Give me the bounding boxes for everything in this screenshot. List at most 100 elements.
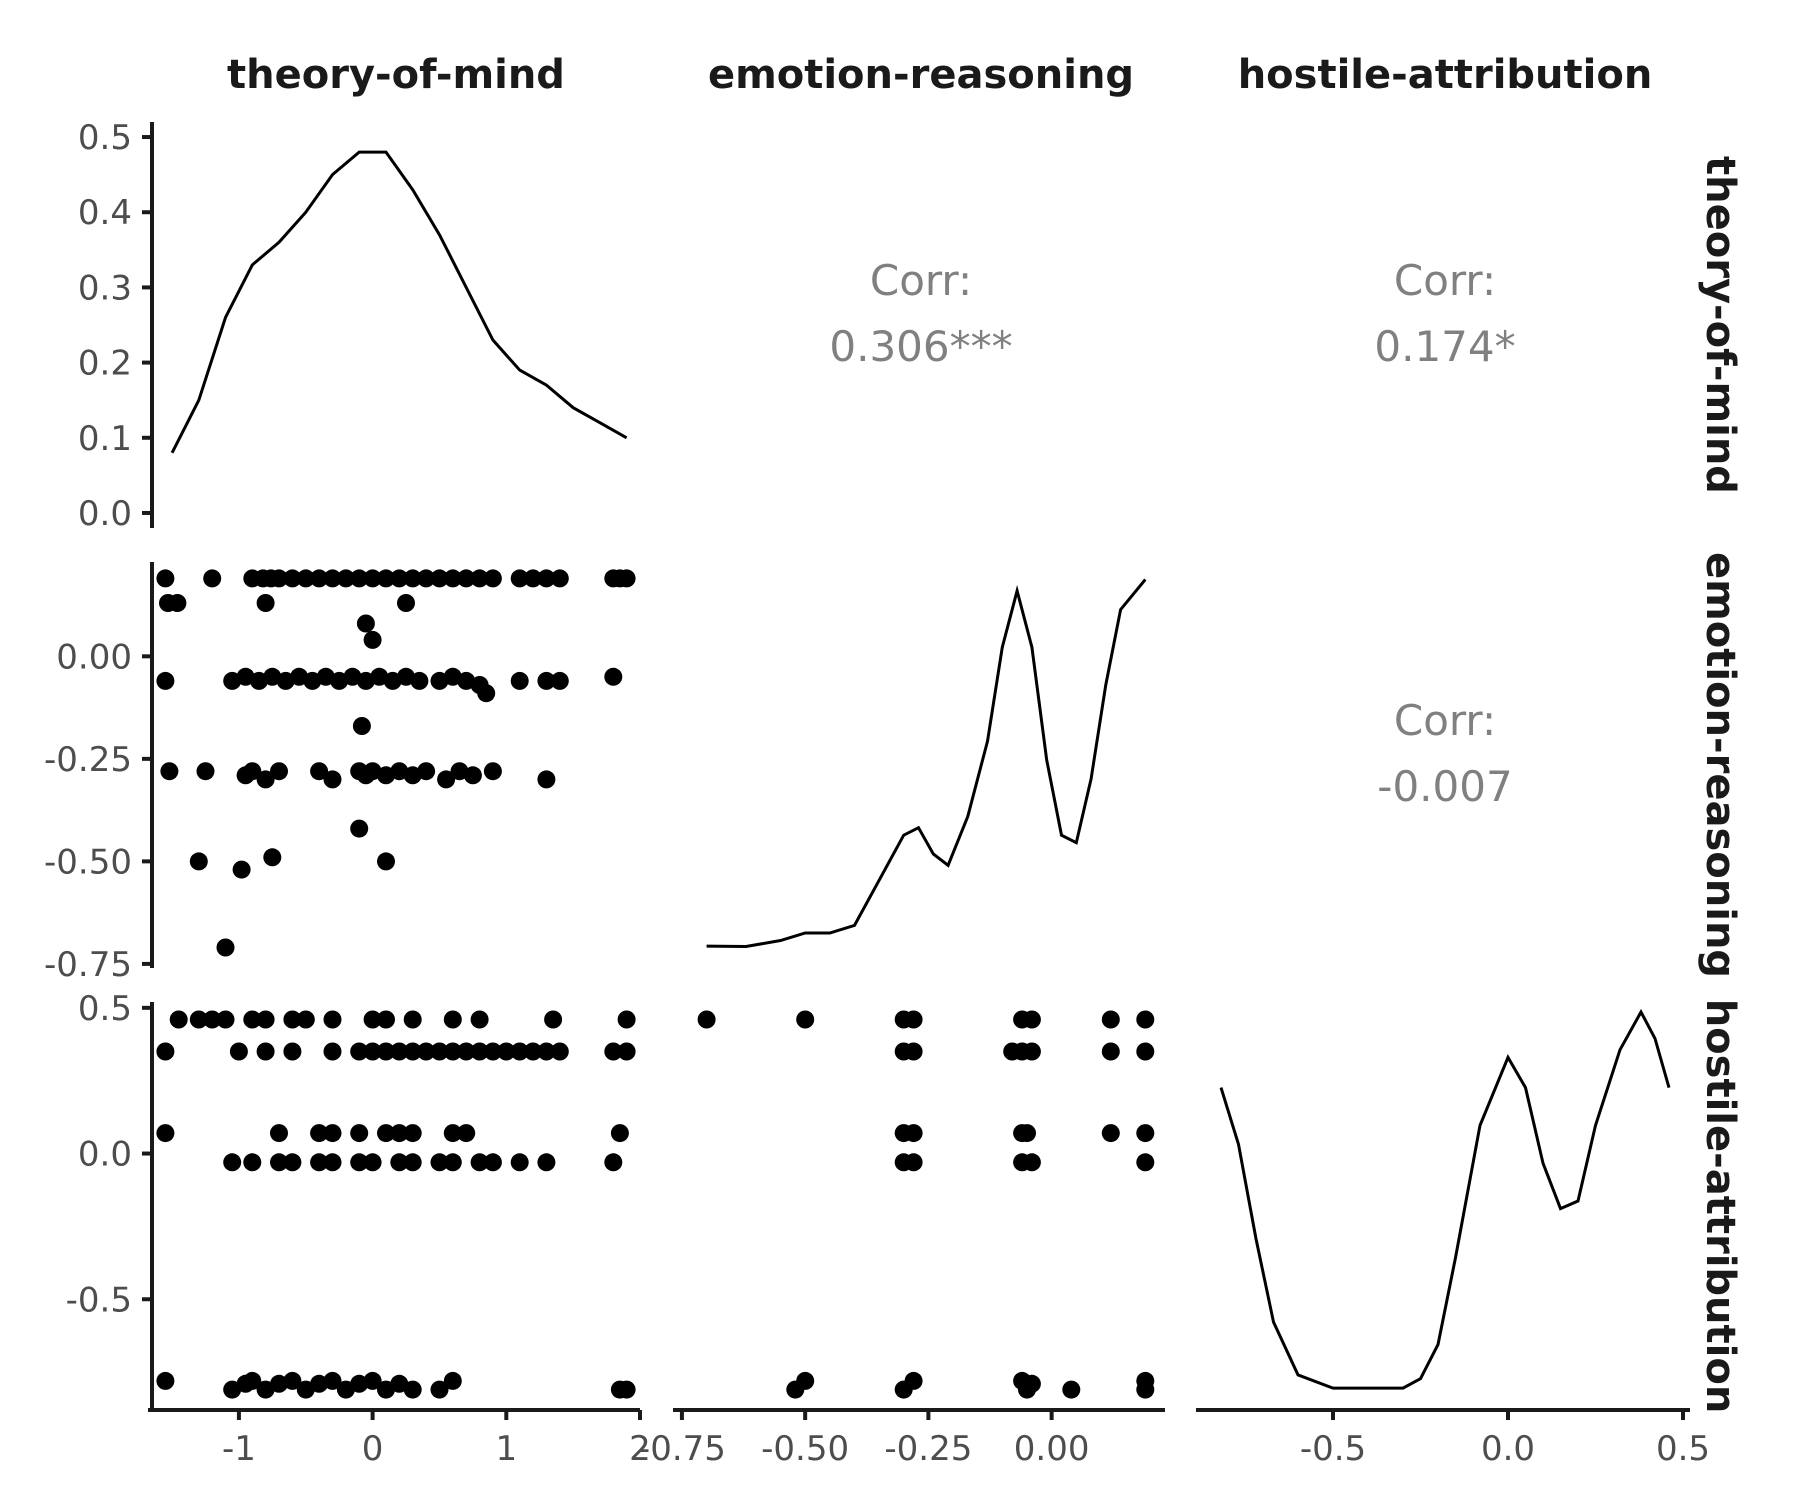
scatter-point <box>537 770 556 789</box>
scatter-point <box>216 1010 235 1029</box>
scatter-point <box>1136 1380 1155 1399</box>
scatter-point <box>189 1010 208 1029</box>
scatter-point <box>430 1380 449 1399</box>
scatter-point <box>377 1010 395 1029</box>
x-tick-label: -1 <box>222 1429 256 1469</box>
scatter-point <box>437 770 456 789</box>
scatter-point <box>283 1042 302 1061</box>
y-tick-label: 0.5 <box>78 118 132 158</box>
scatter-point <box>796 1010 815 1029</box>
scatter-point <box>510 569 529 588</box>
scatter-point <box>363 1371 382 1390</box>
scatter-point <box>350 1042 369 1061</box>
scatter-point <box>510 1042 529 1061</box>
scatter-point <box>256 594 275 612</box>
corr-label: Corr: <box>1394 696 1496 745</box>
scatter-point <box>1062 1380 1081 1399</box>
scatter-point <box>283 1371 302 1390</box>
scatter-point <box>417 762 436 781</box>
scatter-point <box>363 630 382 649</box>
x-tick-label: -0.25 <box>884 1429 972 1469</box>
x-tick-label: -0.75 <box>638 1429 726 1469</box>
scatter-point <box>1022 1153 1041 1172</box>
corr-value: 0.306*** <box>829 322 1012 371</box>
x-tick-label: 2 <box>629 1429 651 1469</box>
scatter-point <box>443 1042 462 1061</box>
row-strip-label: hostile-attribution <box>1697 999 1743 1414</box>
scatter-point <box>457 1124 476 1143</box>
scatter-point <box>617 1042 636 1061</box>
scatter-point <box>229 1042 248 1061</box>
scatter-point <box>1136 1153 1155 1172</box>
y-tick-label: -0.75 <box>44 945 132 985</box>
scatter-point <box>470 1042 489 1061</box>
density-curve-hostile-attribution <box>1219 1008 1671 1390</box>
scatter-point <box>160 762 179 781</box>
scatter-point <box>323 1010 342 1029</box>
scatter-point <box>403 569 422 588</box>
y-tick-label: -0.5 <box>66 1280 132 1320</box>
scatter-point <box>403 1124 422 1143</box>
scatter-point <box>363 1153 382 1172</box>
scatter-point <box>403 1042 422 1061</box>
scatter-point <box>604 1042 623 1061</box>
x-tick-label: 0.0 <box>1481 1429 1535 1469</box>
scatter-point <box>243 762 262 781</box>
scatter-point <box>323 569 342 588</box>
x-tick-label: -0.50 <box>761 1429 849 1469</box>
scatter-point <box>169 1010 188 1029</box>
scatter-point <box>524 1042 542 1061</box>
scatter-point <box>356 614 375 633</box>
corr-value: -0.007 <box>1377 762 1512 811</box>
scatter-point <box>377 1042 395 1061</box>
scatter-point <box>443 1371 462 1390</box>
scatter-point <box>323 1042 342 1061</box>
scatter-point <box>430 1153 449 1172</box>
x-tick-label: 0 <box>362 1429 384 1469</box>
scatter-point <box>256 1010 275 1029</box>
scatter-point <box>296 569 315 588</box>
scatter-point <box>283 569 302 588</box>
scatter-point <box>350 819 369 838</box>
scatter-point <box>904 1371 923 1390</box>
scatter-point <box>463 766 482 785</box>
scatter-point <box>189 852 208 871</box>
y-tick-label: 0.4 <box>78 193 132 233</box>
scatter-point <box>336 569 355 588</box>
scatter-point <box>483 569 502 588</box>
scatter-point <box>283 1010 302 1029</box>
corr-label: Corr: <box>870 256 972 305</box>
scatter-point <box>537 569 556 588</box>
scatter-point <box>397 594 415 612</box>
scatter-point <box>270 1374 288 1393</box>
scatter-point <box>363 1042 382 1061</box>
scatter-point <box>497 1042 516 1061</box>
scatter-point <box>323 770 342 789</box>
scatter-point <box>156 569 175 588</box>
scatter-point <box>443 1153 462 1172</box>
scatter-point <box>363 569 382 588</box>
row-strip-label: theory-of-mind <box>1697 156 1743 494</box>
column-strip-label: hostile-attribution <box>1238 52 1653 98</box>
scatter-point <box>904 1124 923 1143</box>
scatter-point <box>363 1010 382 1029</box>
scatter-point <box>470 569 489 588</box>
scatter-point <box>156 1371 175 1390</box>
scatter-point <box>350 1374 369 1393</box>
scatter-point <box>796 1371 815 1390</box>
scatter-point <box>1101 1010 1120 1029</box>
scatter-point <box>223 1153 242 1172</box>
scatter-point <box>544 1010 563 1029</box>
scatter-point <box>457 1042 476 1061</box>
scatter-point <box>1018 1124 1036 1143</box>
scatter-point <box>296 1010 315 1029</box>
scatter-point <box>483 1042 502 1061</box>
scatter-point <box>1022 1374 1041 1393</box>
x-tick-label: 0.5 <box>1656 1429 1710 1469</box>
y-tick-label: -0.25 <box>44 740 132 780</box>
scatter-point <box>270 1153 288 1172</box>
scatter-point <box>904 1153 923 1172</box>
scatter-point <box>550 1042 569 1061</box>
scatter-point <box>610 1124 629 1143</box>
